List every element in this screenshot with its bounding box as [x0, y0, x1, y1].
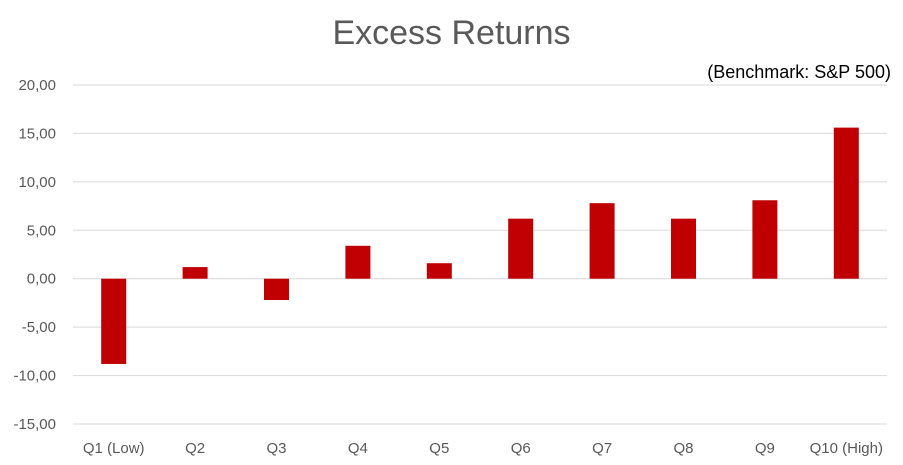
x-tick-label: Q10 (High)	[810, 440, 883, 457]
x-tick-label: Q4	[348, 440, 368, 457]
bar	[589, 203, 615, 279]
x-tick-label: Q1 (Low)	[83, 440, 145, 457]
bar	[508, 218, 534, 279]
y-tick-label: 15,00	[18, 125, 56, 142]
y-tick-label: -5,00	[22, 319, 56, 336]
bar	[426, 263, 452, 279]
y-tick-label: -15,00	[13, 416, 56, 433]
bar	[833, 127, 859, 279]
chart-title: Excess Returns	[332, 14, 571, 52]
bar	[101, 278, 127, 364]
x-tick-label: Q5	[429, 440, 449, 457]
y-tick-label: -10,00	[13, 368, 56, 385]
bar	[752, 200, 778, 279]
y-tick-label: 0,00	[27, 271, 56, 288]
chart-subtitle: (Benchmark: S&P 500)	[707, 62, 891, 82]
x-tick-label: Q2	[185, 440, 205, 457]
x-tick-label: Q3	[266, 440, 286, 457]
x-tick-label: Q6	[511, 440, 531, 457]
y-tick-label: 5,00	[27, 222, 56, 239]
bar	[182, 267, 208, 279]
bar	[264, 278, 289, 301]
bar	[671, 218, 696, 279]
x-tick-label: Q7	[592, 440, 612, 457]
y-tick-label: 20,00	[18, 77, 56, 94]
x-tick-label: Q9	[755, 440, 775, 457]
y-tick-label: 10,00	[18, 174, 56, 191]
bar	[345, 245, 371, 279]
x-tick-label: Q8	[673, 440, 693, 457]
